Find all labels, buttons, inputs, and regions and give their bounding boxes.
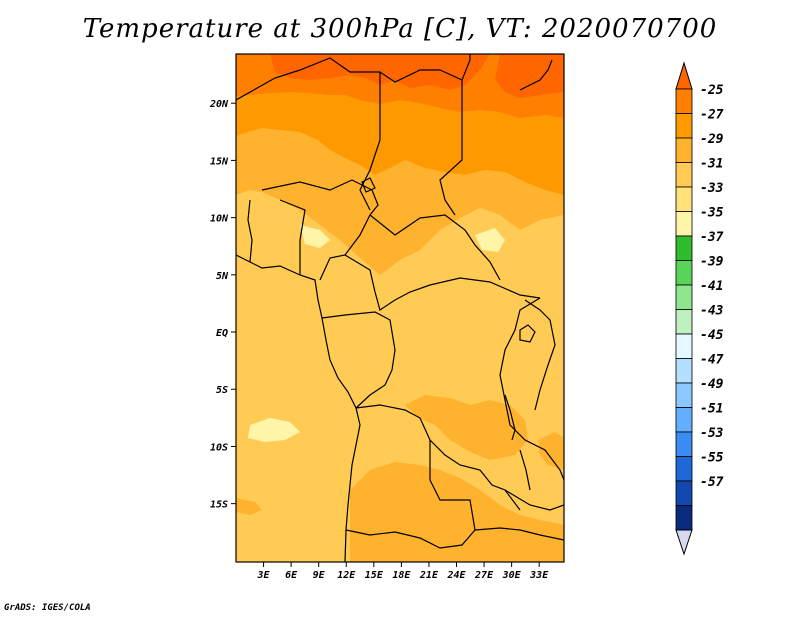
border-cameroon-car (344, 254, 541, 311)
lat-tick-label: 15S (210, 500, 228, 511)
colorbar-label: -55 (700, 451, 724, 466)
colorbar-label: -51 (700, 402, 723, 417)
lon-tick-label: 6E (285, 570, 298, 581)
coastline-west-africa (236, 254, 361, 562)
colorbar: -25 -27 -29 -31 -33 -35 -37 -39 -41 -43 -45 -47 -49 -… (675, 61, 724, 556)
lon-tick-label: 27E (474, 570, 494, 581)
colorbar-label: -37 (700, 230, 724, 245)
lat-tick-label: 10S (210, 442, 228, 453)
lon-tick-label: 15E (365, 570, 384, 581)
border-south (474, 527, 564, 541)
lake-victoria (519, 324, 536, 343)
lake-tanganyika (504, 394, 516, 441)
lon-tick-label: 9E (313, 570, 326, 581)
temperature-field (236, 54, 564, 562)
colorbar-box (675, 137, 693, 163)
coast-east-horn (519, 59, 553, 91)
colorbar-box (675, 358, 693, 384)
lat-tick-label: 5S (216, 385, 228, 396)
lake-chad (361, 177, 376, 193)
footer-credit: GrADS: IGES/COLA (4, 603, 91, 613)
colorbar-label: -53 (700, 426, 724, 441)
border-angola-zambia (345, 440, 476, 549)
lake-malawi (519, 449, 531, 491)
colorbar-box (675, 505, 693, 531)
colorbar-box (675, 456, 693, 482)
colorbar-box (675, 382, 693, 408)
lat-tick-label: 15N (210, 156, 229, 167)
lat-tick-label: 20N (209, 99, 229, 110)
border-lakes (524, 299, 556, 411)
field-patch-pale-3 (475, 228, 505, 252)
lat-tick-label: EQ (216, 328, 228, 339)
lon-tick-label: 3E (257, 570, 271, 581)
border-gulf-1 (279, 199, 306, 275)
field-contour-25-east (495, 54, 564, 98)
border-drc-angola (355, 404, 521, 511)
colorbar-box (675, 113, 693, 139)
border-chad-niger (359, 72, 381, 211)
colorbar-box (675, 186, 693, 212)
lon-tick-label: 24E (446, 570, 466, 581)
lat-tick-label: 10N (210, 214, 229, 225)
colorbar-bottom-arrow (675, 529, 693, 556)
lon-tick-label: 18E (392, 570, 411, 581)
field-patch-south (350, 462, 564, 562)
border-east (499, 297, 564, 481)
colorbar-box (675, 260, 693, 286)
map-borders (236, 54, 564, 562)
lon-tick-label: 21E (419, 570, 439, 581)
border-southeast (504, 489, 564, 511)
colorbar-box (675, 480, 693, 506)
colorbar-box (675, 407, 693, 433)
colorbar-top-arrow (675, 61, 693, 90)
longitude-axis: 3E 6E 9E 12E 15E 18E 21E 24E 27E 30E 33E (257, 562, 549, 581)
colorbar-box (675, 162, 693, 188)
colorbar-box (675, 88, 693, 114)
colorbar-label: -57 (700, 475, 724, 490)
colorbar-label: -47 (700, 353, 724, 368)
map-frame (235, 53, 565, 563)
colorbar-label: -27 (700, 108, 724, 123)
colorbar-box (675, 431, 693, 457)
colorbar-label: -31 (700, 157, 723, 172)
border-congo (321, 311, 396, 409)
colorbar-label: -25 (700, 83, 724, 98)
border-nigeria (261, 179, 379, 281)
lon-tick-label: 33E (529, 570, 549, 581)
field-patch-west (236, 498, 262, 515)
colorbar-label: -35 (700, 206, 724, 221)
latitude-axis: 20N 15N 10N 5N EQ 5S 10S 15S (209, 99, 236, 511)
field-patch-east (538, 432, 564, 470)
colorbar-label: -45 (700, 328, 724, 343)
border-north-2 (439, 80, 463, 216)
border-west-small (247, 199, 253, 263)
colorbar-box (675, 309, 693, 335)
colorbar-box (675, 333, 693, 359)
colorbar-box (675, 211, 693, 237)
colorbar-label: -41 (700, 279, 723, 294)
colorbar-label: -33 (700, 181, 724, 196)
lon-tick-label: 30E (502, 570, 522, 581)
border-car (369, 214, 501, 281)
field-patch-congo (405, 395, 528, 460)
colorbar-label: -49 (700, 377, 724, 392)
colorbar-box (675, 284, 693, 310)
chart-title: Temperature at 300hPa [C], VT: 202007070… (82, 14, 718, 44)
colorbar-label: -39 (700, 255, 724, 270)
field-patch-pale-2 (300, 225, 330, 248)
border-north-1 (236, 54, 471, 101)
lon-tick-label: 12E (337, 570, 356, 581)
colorbar-box (675, 235, 693, 261)
colorbar-label: -43 (700, 304, 724, 319)
field-patch-pale-1 (248, 418, 300, 442)
lat-tick-label: 5N (216, 271, 229, 282)
colorbar-label: -29 (700, 132, 724, 147)
